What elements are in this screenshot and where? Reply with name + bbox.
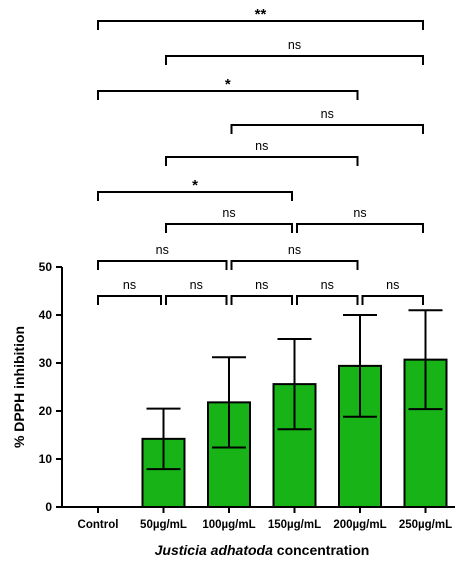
bar: [207, 401, 251, 508]
significance-label: ns: [321, 107, 334, 121]
significance-bracket: [230, 260, 359, 270]
significance-label: ns: [156, 243, 169, 257]
significance-bracket: [296, 223, 424, 233]
significance-label: ns: [123, 278, 136, 292]
significance-bracket: [361, 295, 424, 305]
significance-bracket: [165, 55, 424, 65]
significance-bracket: [97, 90, 359, 100]
significance-bracket: [97, 260, 228, 270]
significance-label: *: [192, 177, 198, 194]
x-axis-title: Justicia adhatoda concentration: [155, 542, 370, 558]
significance-bracket: [230, 295, 293, 305]
significance-label: ns: [288, 243, 301, 257]
significance-label: *: [225, 76, 231, 93]
x-tick-label: 150µg/mL: [268, 519, 321, 531]
y-tick-label: 30: [39, 356, 53, 370]
significance-label: ns: [353, 206, 366, 220]
bar: [141, 437, 186, 508]
significance-bracket: [165, 223, 293, 233]
y-tick-label: 40: [39, 308, 53, 322]
significance-label: ns: [222, 206, 235, 220]
significance-label: ns: [321, 278, 334, 292]
significance-label: ns: [190, 278, 203, 292]
x-axis-title-species: Justicia adhatoda: [155, 542, 273, 558]
significance-label: **: [255, 6, 267, 23]
significance-bracket: [97, 20, 424, 30]
x-tick-label: Control: [78, 519, 119, 531]
x-tick-label: 100µg/mL: [202, 519, 255, 531]
significance-bracket: [230, 124, 424, 134]
significance-label: ns: [288, 38, 301, 52]
x-tick-label: 250µg/mL: [399, 519, 452, 531]
x-axis-title-rest: concentration: [273, 542, 369, 558]
y-axis-title: % DPPH inhibition: [11, 326, 27, 448]
y-tick-label: 0: [45, 500, 52, 514]
x-tick-label: 50µg/mL: [140, 519, 187, 531]
y-tick-label: 20: [39, 404, 53, 418]
significance-bracket: [165, 156, 359, 166]
x-tick-label: 200µg/mL: [333, 519, 386, 531]
significance-label: ns: [255, 278, 268, 292]
significance-bracket: [97, 191, 293, 201]
significance-bracket: [296, 295, 359, 305]
significance-label: ns: [386, 278, 399, 292]
y-tick-label: 10: [39, 452, 53, 466]
significance-bracket: [165, 295, 228, 305]
y-tick-label: 50: [39, 260, 53, 274]
significance-bracket: [97, 295, 162, 305]
significance-label: ns: [255, 139, 268, 153]
